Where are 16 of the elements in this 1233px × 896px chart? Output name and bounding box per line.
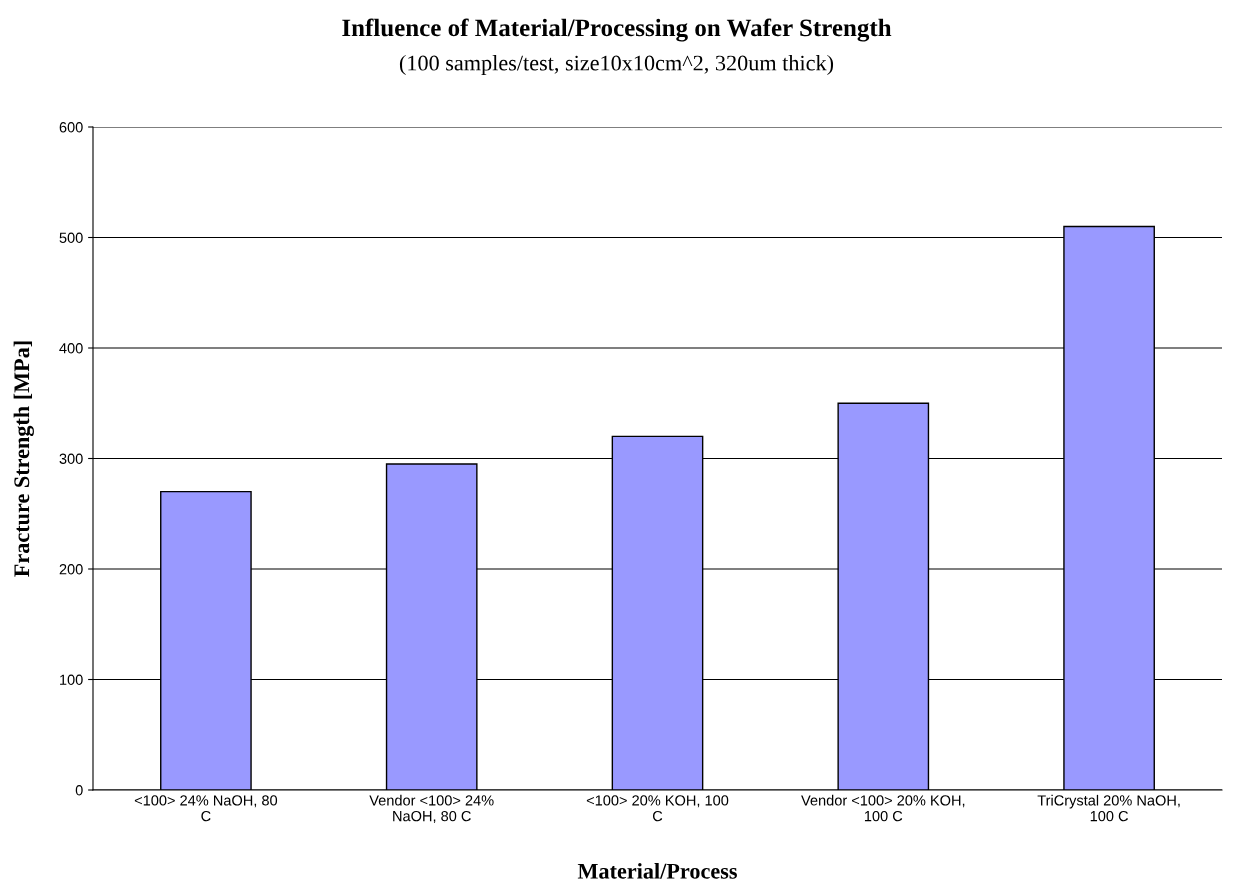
y-tick-label: 100 xyxy=(60,674,83,685)
y-tick-label: 200 xyxy=(59,564,83,575)
y-tick-label: 300 xyxy=(59,453,83,464)
y-axis-title: Fracture Strength [MPa] xyxy=(13,341,34,577)
chart-subtitle: (100 samples/test, size10x10cm^2, 320um thick) xyxy=(399,54,834,76)
y-tick-label: 0 xyxy=(75,785,83,796)
x-tick-label: <100> 24% NaOH, 80 C xyxy=(134,795,278,822)
x-axis-title: Material/Process xyxy=(577,863,737,879)
x-tick-label: <100> 20% KOH, 100 C xyxy=(586,795,729,822)
y-tick-label: 500 xyxy=(59,232,83,243)
y-tick-label: 400 xyxy=(59,343,83,354)
x-tick-label: Vendor <100> 24% NaOH, 80 C xyxy=(369,794,494,823)
chart-title: Influence of Material/Processing on Wafer Strength xyxy=(342,18,892,42)
x-tick-label: TriCrystal 20% NaOH, 100 C xyxy=(1037,794,1180,822)
x-tick-label: Vendor <100> 20% KOH, 100 C xyxy=(801,794,965,822)
y-tick-label: 600 xyxy=(59,122,83,133)
